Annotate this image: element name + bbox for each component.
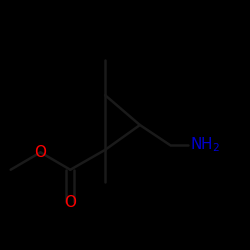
Text: O: O (34, 145, 46, 160)
Text: NH$_2$: NH$_2$ (190, 136, 220, 154)
Text: O: O (64, 194, 76, 210)
